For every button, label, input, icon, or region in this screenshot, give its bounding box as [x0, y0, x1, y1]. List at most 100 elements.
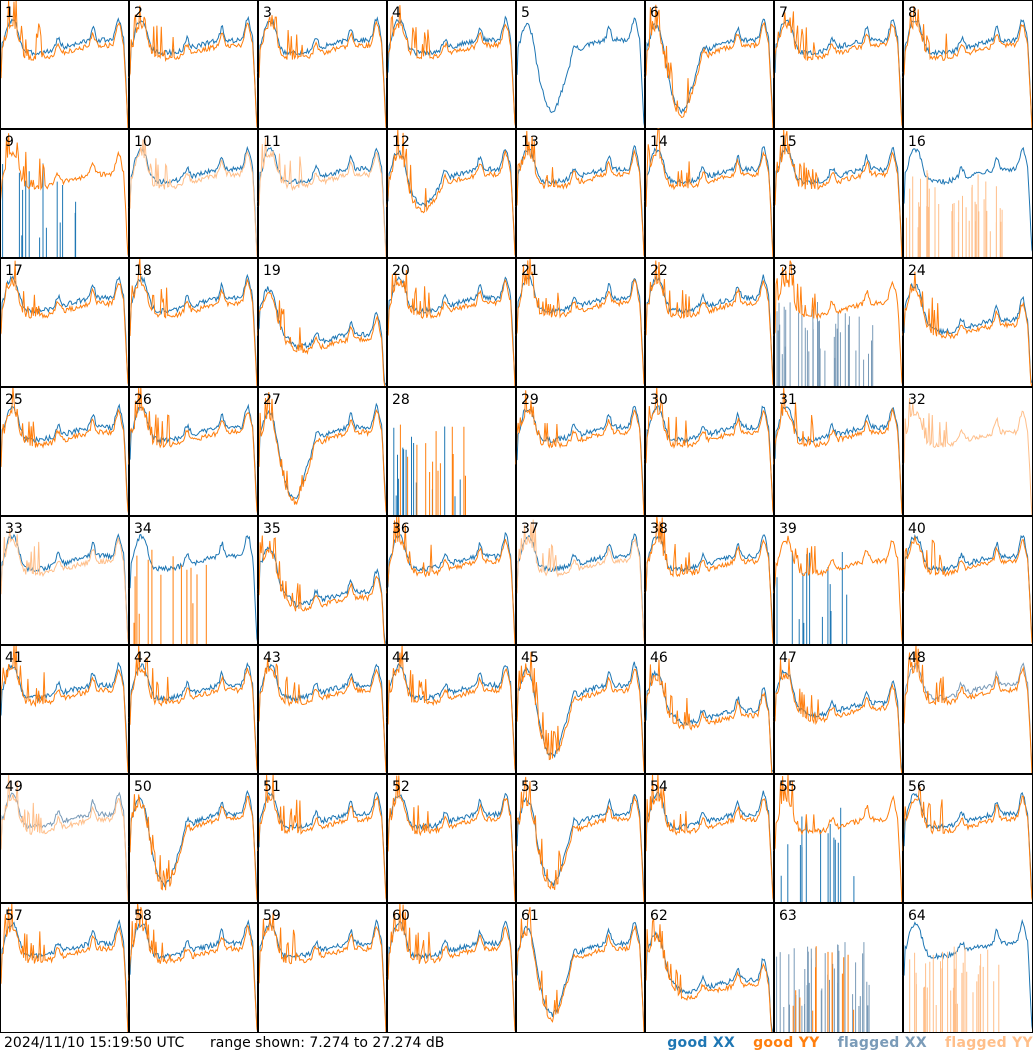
panel-57-yy-trace [0, 902, 130, 1033]
panel-label: 62 [650, 908, 668, 924]
panel-1-frame [0, 0, 129, 129]
panel-45: 45 [515, 645, 646, 775]
panel-19-yy-trace [257, 292, 387, 388]
panel-label: 8 [908, 5, 917, 21]
panel-label: 7 [779, 5, 788, 21]
panel-6-xx-trace [644, 18, 775, 126]
panel-34-frame [129, 516, 258, 645]
panel-37: 37 [515, 516, 646, 646]
panel-22-xx-trace [644, 274, 775, 384]
panel-47: 47 [773, 645, 904, 775]
panel-label: 15 [779, 134, 797, 150]
panel-53-yy-trace [515, 776, 646, 904]
panel-53: 53 [515, 774, 646, 904]
panel-35: 35 [257, 516, 388, 646]
panel-11-xx-trace [257, 146, 388, 255]
panel-4: 4 [386, 0, 517, 130]
panel-6-yy-trace [644, 4, 775, 130]
panel-57-frame [0, 903, 129, 1033]
panel-label: 26 [134, 392, 152, 408]
panel-46-yy-trace [644, 659, 774, 775]
panel-33-yy-trace [0, 528, 130, 646]
panel-42-yy-trace [128, 644, 259, 775]
footer: 2024/11/10 15:19:50 UTC range shown: 7.2… [0, 1033, 1033, 1053]
panel-25-yy-trace [0, 386, 130, 517]
panel-27-xx-trace [257, 402, 388, 512]
panel-38-frame [645, 516, 774, 645]
panel-25-xx-trace [0, 403, 130, 514]
panel-56-yy-trace [902, 787, 1033, 904]
panel-7: 7 [773, 0, 904, 130]
panel-label: 59 [263, 908, 281, 924]
panel-28-yy-trace [387, 424, 516, 516]
panel-55-yy-trace [773, 773, 904, 904]
panel-35-yy-trace [257, 535, 387, 646]
panel-53-xx-trace [515, 794, 646, 903]
panel-61-frame [516, 903, 645, 1033]
panel-3: 3 [257, 0, 388, 130]
panel-label: 23 [779, 263, 797, 279]
panel-20-frame [387, 258, 516, 387]
panel-28-xx-trace [387, 426, 516, 516]
panel-42: 42 [128, 644, 259, 775]
panel-label: 4 [392, 5, 401, 21]
panel-22: 22 [644, 258, 775, 388]
panel-24-xx-trace [902, 282, 1033, 384]
legend-flagged-xx: flagged XX [837, 1035, 927, 1051]
panel-24-yy-trace [902, 271, 1033, 388]
panel-19-frame [258, 258, 387, 387]
panel-43: 43 [257, 645, 388, 775]
panel-21: 21 [515, 257, 646, 388]
panel-3-frame [258, 0, 387, 129]
panel-10-frame [129, 129, 258, 258]
panel-7-xx-trace [773, 19, 904, 128]
panel-label: 18 [134, 263, 152, 279]
panel-40-xx-trace [902, 534, 1033, 641]
panel-label: 10 [134, 134, 152, 150]
panel-62-xx-trace [644, 930, 775, 1033]
panel-46-xx-trace [644, 669, 775, 774]
panel-21-frame [516, 258, 645, 387]
panel-14-yy-trace [644, 128, 775, 259]
panel-14-frame [645, 129, 774, 258]
panel-26-frame [129, 387, 258, 516]
panel-label: 3 [263, 5, 272, 21]
panel-15: 15 [773, 128, 904, 259]
panel-5-xx-trace [515, 17, 646, 130]
panel-50-xx-trace [128, 789, 259, 902]
panel-15-yy-trace [773, 128, 904, 259]
panel-label: 34 [134, 521, 152, 537]
panel-label: 53 [521, 779, 539, 795]
panel-49-yy-trace [0, 773, 130, 904]
panel-42-frame [129, 645, 258, 774]
panel-label: 56 [908, 779, 926, 795]
panel-39-yy-trace [773, 535, 904, 646]
panel-label: 33 [5, 521, 23, 537]
panel-49-xx-trace [0, 791, 130, 900]
panel-50: 50 [128, 774, 259, 904]
panel-61-yy-trace [515, 907, 646, 1033]
panel-54-xx-trace [644, 790, 775, 900]
panel-10-xx-trace [128, 145, 259, 258]
panel-2-xx-trace [128, 15, 259, 129]
panel-42-xx-trace [128, 662, 259, 773]
panel-label: 20 [392, 263, 410, 279]
panel-52: 52 [386, 774, 517, 904]
panel-7-frame [774, 0, 903, 129]
panel-9-yy-trace [0, 133, 130, 259]
panel-9-xx-trace [0, 163, 129, 258]
panel-29-xx-trace [515, 405, 646, 516]
panel-label: 63 [779, 908, 797, 924]
panel-19-xx-trace [257, 286, 388, 387]
panel-58-xx-trace [128, 919, 259, 1032]
panel-26: 26 [128, 386, 259, 517]
panel-label: 55 [779, 779, 797, 795]
panel-51-yy-trace [257, 773, 388, 904]
panel-18: 18 [128, 257, 259, 388]
legend-good-yy: good YY [753, 1035, 820, 1051]
panel-label: 58 [134, 908, 152, 924]
panel-label: 12 [392, 134, 410, 150]
panel-56-xx-trace [902, 791, 1033, 899]
panel-label: 61 [521, 908, 539, 924]
panel-61: 61 [515, 903, 646, 1033]
